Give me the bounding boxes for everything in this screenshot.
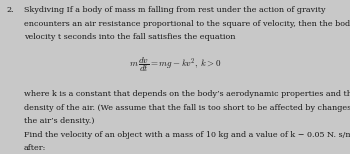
Text: Find the velocity of an object with a mass of 10 kg and a value of k − 0.05 N. s: Find the velocity of an object with a ma… <box>24 131 350 139</box>
Text: 2.: 2. <box>6 6 14 14</box>
Text: where k is a constant that depends on the body’s aerodynamic properties and the: where k is a constant that depends on th… <box>24 90 350 98</box>
Text: encounters an air resistance proportional to the square of velocity, then the bo: encounters an air resistance proportiona… <box>24 20 350 28</box>
Text: Skydiving If a body of mass m falling from rest under the action of gravity: Skydiving If a body of mass m falling fr… <box>24 6 325 14</box>
Text: the air’s density.): the air’s density.) <box>24 117 94 125</box>
Text: density of the air. (We assume that the fall is too short to be affected by chan: density of the air. (We assume that the … <box>24 104 350 112</box>
Text: $m\,\dfrac{dv}{dt} = mg - kv^2,\; k > 0$: $m\,\dfrac{dv}{dt} = mg - kv^2,\; k > 0$ <box>129 55 221 74</box>
Text: velocity t seconds into the fall satisfies the equation: velocity t seconds into the fall satisfi… <box>24 33 235 41</box>
Text: after:: after: <box>24 144 46 152</box>
